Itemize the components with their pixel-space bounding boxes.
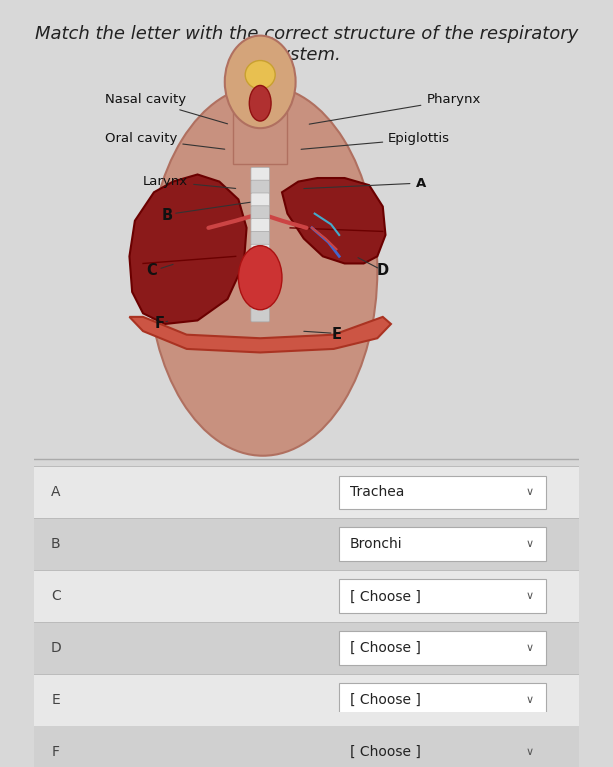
FancyBboxPatch shape <box>34 571 579 622</box>
Text: A: A <box>51 486 61 499</box>
Text: Trachea: Trachea <box>350 486 405 499</box>
Text: C: C <box>51 589 61 604</box>
Text: Bronchi: Bronchi <box>350 538 403 551</box>
FancyBboxPatch shape <box>251 244 270 258</box>
FancyBboxPatch shape <box>34 674 579 726</box>
Text: ∨: ∨ <box>526 539 534 549</box>
Text: [ Choose ]: [ Choose ] <box>350 641 421 655</box>
Text: [ Choose ]: [ Choose ] <box>350 746 421 759</box>
FancyBboxPatch shape <box>251 257 270 271</box>
Text: F: F <box>52 746 60 759</box>
FancyBboxPatch shape <box>251 283 270 296</box>
Bar <box>233 100 287 164</box>
Text: Pharynx: Pharynx <box>309 94 481 124</box>
FancyBboxPatch shape <box>251 193 270 206</box>
FancyBboxPatch shape <box>251 180 270 194</box>
FancyBboxPatch shape <box>34 518 579 571</box>
FancyBboxPatch shape <box>251 232 270 245</box>
FancyBboxPatch shape <box>339 736 546 767</box>
FancyBboxPatch shape <box>34 466 579 518</box>
Text: [ Choose ]: [ Choose ] <box>350 589 421 604</box>
Text: ∨: ∨ <box>526 644 534 653</box>
Text: E: E <box>51 693 60 707</box>
Text: D: D <box>377 263 389 278</box>
Ellipse shape <box>249 85 271 121</box>
FancyBboxPatch shape <box>251 206 270 219</box>
FancyBboxPatch shape <box>339 528 546 561</box>
Text: ∨: ∨ <box>526 487 534 498</box>
FancyBboxPatch shape <box>339 580 546 614</box>
Text: F: F <box>154 317 164 331</box>
Text: Nasal cavity: Nasal cavity <box>105 94 227 123</box>
Text: Match the letter with the correct structure of the respiratory system.: Match the letter with the correct struct… <box>35 25 578 64</box>
FancyBboxPatch shape <box>251 167 270 181</box>
Ellipse shape <box>245 61 275 89</box>
Text: Epiglottis: Epiglottis <box>301 133 450 150</box>
FancyBboxPatch shape <box>251 308 270 322</box>
Text: C: C <box>146 263 156 278</box>
Text: [ Choose ]: [ Choose ] <box>350 693 421 707</box>
FancyBboxPatch shape <box>251 295 270 309</box>
Text: E: E <box>332 328 341 342</box>
Polygon shape <box>129 317 391 353</box>
FancyBboxPatch shape <box>339 476 546 509</box>
Circle shape <box>225 35 295 128</box>
Ellipse shape <box>148 85 378 456</box>
Polygon shape <box>282 178 386 264</box>
Text: B: B <box>51 538 61 551</box>
Text: B: B <box>162 208 173 222</box>
Text: ∨: ∨ <box>526 591 534 601</box>
Ellipse shape <box>238 245 282 310</box>
FancyBboxPatch shape <box>251 270 270 283</box>
Text: Oral cavity: Oral cavity <box>105 133 225 150</box>
FancyBboxPatch shape <box>34 726 579 767</box>
FancyBboxPatch shape <box>339 631 546 665</box>
FancyBboxPatch shape <box>251 219 270 232</box>
Text: A: A <box>304 176 425 189</box>
FancyBboxPatch shape <box>339 683 546 717</box>
Text: D: D <box>50 641 61 655</box>
Text: ∨: ∨ <box>526 747 534 757</box>
FancyBboxPatch shape <box>34 622 579 674</box>
Text: ∨: ∨ <box>526 696 534 706</box>
Text: Larynx: Larynx <box>143 175 235 189</box>
Polygon shape <box>129 174 246 324</box>
